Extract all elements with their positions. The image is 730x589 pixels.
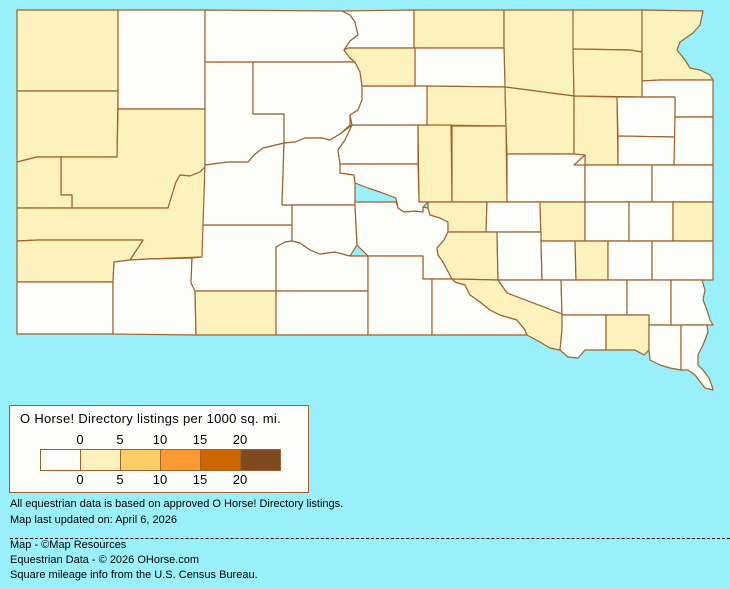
legend: O Horse! Directory listings per 1000 sq.… (9, 405, 309, 493)
legend-top-tick: 5 (116, 432, 124, 447)
legend-bottom-tick: 5 (116, 472, 124, 487)
legend-title: O Horse! Directory listings per 1000 sq.… (20, 411, 282, 426)
county (367, 255, 433, 336)
county (560, 279, 628, 316)
county (673, 116, 714, 166)
county (584, 201, 630, 242)
legend-swatch (161, 450, 201, 470)
county (504, 86, 575, 155)
county (112, 257, 197, 336)
county (651, 240, 714, 281)
county (672, 201, 714, 242)
county (506, 153, 586, 203)
county (194, 290, 277, 336)
data-credit: Equestrian Data - © 2026 OHorse.com (10, 554, 200, 566)
south-dakota-county-map (16, 9, 714, 391)
legend-top-tick: 20 (232, 432, 248, 447)
divider (10, 538, 730, 539)
county (605, 314, 650, 356)
legend-swatch (201, 450, 241, 470)
county (574, 240, 609, 281)
legend-top-tick: 10 (152, 432, 168, 447)
county (414, 47, 506, 88)
county (417, 124, 453, 203)
county (16, 281, 114, 335)
legend-swatch (241, 450, 280, 470)
county (572, 9, 643, 53)
county (539, 201, 586, 242)
county (616, 96, 676, 138)
legend-swatch (81, 450, 121, 470)
county (16, 9, 119, 92)
map-credit: Map - ©Map Resources (10, 539, 127, 551)
county (451, 125, 508, 203)
legend-color-bar (40, 449, 281, 471)
county (16, 90, 119, 163)
county (572, 48, 643, 98)
county (343, 47, 416, 87)
county (349, 85, 428, 126)
county (628, 201, 674, 242)
legend-top-tick: 0 (76, 432, 84, 447)
county (117, 9, 206, 110)
county (485, 201, 542, 233)
county (496, 231, 543, 281)
county (204, 9, 359, 63)
data-source-note: All equestrian data is based on approved… (10, 498, 344, 510)
county (607, 240, 653, 281)
county (648, 324, 682, 371)
county (275, 290, 369, 336)
county (339, 163, 429, 213)
county (559, 314, 607, 359)
county (680, 324, 714, 391)
census-credit: Square mileage info from the U.S. Census… (10, 569, 258, 581)
legend-bottom-tick: 20 (232, 472, 248, 487)
county (540, 240, 577, 281)
legend-bottom-tick: 15 (192, 472, 208, 487)
legend-swatch (41, 450, 81, 470)
county (413, 9, 505, 49)
county (651, 164, 714, 203)
legend-swatch (121, 450, 161, 470)
county (503, 9, 575, 97)
county (670, 279, 714, 326)
legend-bottom-tick: 10 (152, 472, 168, 487)
county (641, 9, 714, 82)
county (426, 85, 507, 127)
last-updated-note: Map last updated on: April 6, 2026 (10, 514, 177, 526)
legend-top-tick: 15 (192, 432, 208, 447)
county (617, 135, 676, 166)
county (337, 124, 419, 165)
legend-bottom-tick: 0 (76, 472, 84, 487)
